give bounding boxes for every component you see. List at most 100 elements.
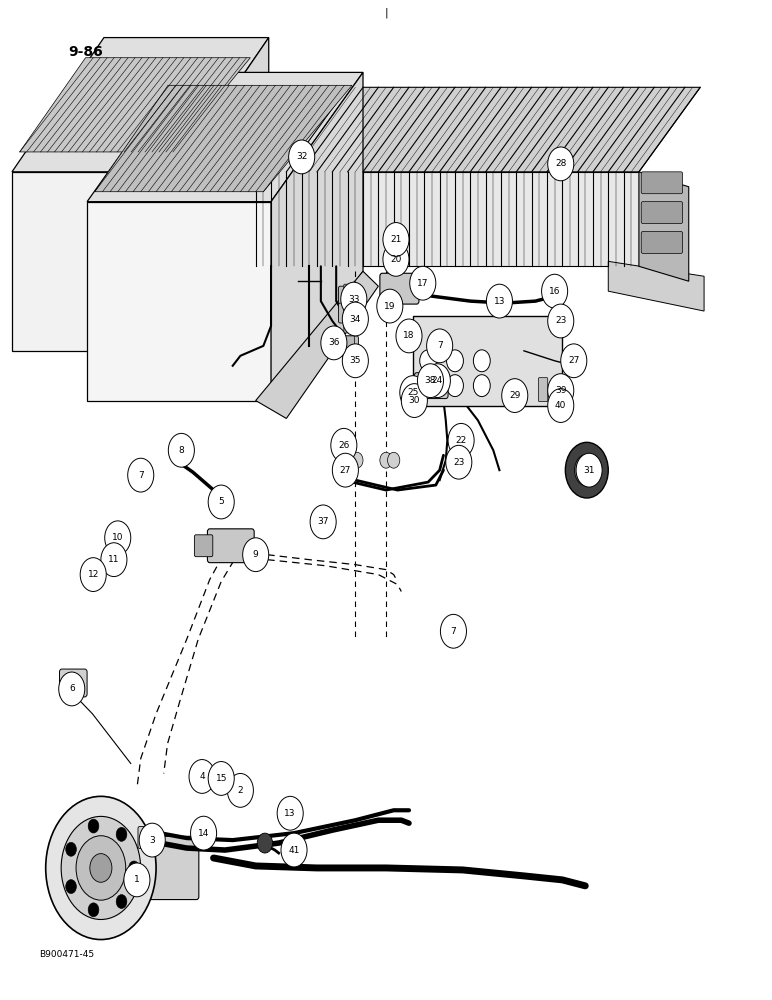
Circle shape bbox=[383, 223, 409, 256]
Circle shape bbox=[440, 614, 466, 648]
Text: 24: 24 bbox=[432, 376, 443, 385]
Circle shape bbox=[76, 836, 126, 900]
Circle shape bbox=[547, 304, 574, 338]
Text: 36: 36 bbox=[328, 338, 340, 347]
Text: 30: 30 bbox=[408, 396, 420, 405]
Text: 15: 15 bbox=[215, 774, 227, 783]
Circle shape bbox=[547, 389, 574, 422]
Polygon shape bbox=[95, 85, 352, 192]
Text: 18: 18 bbox=[403, 331, 415, 340]
Text: 20: 20 bbox=[391, 255, 401, 264]
Circle shape bbox=[208, 485, 234, 519]
FancyBboxPatch shape bbox=[195, 535, 213, 557]
Circle shape bbox=[129, 861, 140, 875]
FancyBboxPatch shape bbox=[208, 529, 254, 563]
Text: |: | bbox=[384, 8, 388, 18]
Text: 9: 9 bbox=[252, 550, 259, 559]
Polygon shape bbox=[19, 58, 250, 152]
Text: 25: 25 bbox=[407, 388, 418, 397]
Circle shape bbox=[331, 428, 357, 462]
Text: 27: 27 bbox=[340, 466, 351, 475]
FancyBboxPatch shape bbox=[642, 202, 682, 224]
Text: 23: 23 bbox=[555, 316, 567, 325]
Circle shape bbox=[257, 833, 273, 853]
FancyBboxPatch shape bbox=[59, 669, 87, 697]
Text: 2: 2 bbox=[238, 786, 243, 795]
Text: 6: 6 bbox=[69, 684, 75, 693]
Polygon shape bbox=[413, 316, 562, 406]
FancyBboxPatch shape bbox=[415, 373, 448, 399]
FancyBboxPatch shape bbox=[344, 319, 354, 333]
Circle shape bbox=[445, 445, 472, 479]
Circle shape bbox=[101, 543, 127, 577]
Circle shape bbox=[418, 364, 443, 398]
Circle shape bbox=[321, 326, 347, 360]
Circle shape bbox=[342, 344, 368, 378]
Circle shape bbox=[66, 842, 76, 856]
Circle shape bbox=[88, 819, 99, 833]
Circle shape bbox=[227, 773, 253, 807]
Text: 8: 8 bbox=[178, 446, 185, 455]
Circle shape bbox=[189, 760, 215, 793]
Circle shape bbox=[242, 538, 269, 572]
Text: 7: 7 bbox=[138, 471, 144, 480]
Circle shape bbox=[66, 880, 76, 894]
Text: 29: 29 bbox=[509, 391, 520, 400]
Circle shape bbox=[401, 384, 428, 417]
Circle shape bbox=[576, 453, 602, 487]
Circle shape bbox=[281, 833, 307, 867]
Circle shape bbox=[342, 302, 368, 336]
Circle shape bbox=[377, 289, 403, 323]
Text: 40: 40 bbox=[555, 401, 567, 410]
Circle shape bbox=[574, 454, 599, 486]
Circle shape bbox=[427, 329, 452, 363]
FancyBboxPatch shape bbox=[148, 836, 199, 900]
Circle shape bbox=[90, 854, 112, 882]
FancyBboxPatch shape bbox=[344, 284, 354, 298]
Circle shape bbox=[88, 903, 99, 917]
Circle shape bbox=[380, 452, 392, 468]
Text: 1: 1 bbox=[134, 875, 140, 884]
FancyBboxPatch shape bbox=[642, 232, 682, 253]
Polygon shape bbox=[87, 202, 271, 401]
Polygon shape bbox=[12, 172, 177, 351]
Text: 13: 13 bbox=[284, 809, 296, 818]
Circle shape bbox=[542, 274, 567, 308]
Polygon shape bbox=[177, 38, 269, 351]
Text: 7: 7 bbox=[451, 627, 456, 636]
Text: 37: 37 bbox=[317, 517, 329, 526]
Circle shape bbox=[61, 816, 141, 919]
Text: 35: 35 bbox=[350, 356, 361, 365]
Circle shape bbox=[139, 823, 165, 857]
Text: 41: 41 bbox=[288, 846, 300, 855]
Circle shape bbox=[473, 350, 490, 372]
Text: 39: 39 bbox=[555, 386, 567, 395]
FancyBboxPatch shape bbox=[338, 336, 358, 356]
Circle shape bbox=[410, 266, 436, 300]
Circle shape bbox=[337, 452, 350, 468]
Text: 33: 33 bbox=[348, 295, 360, 304]
Polygon shape bbox=[271, 72, 363, 401]
Text: B900471-45: B900471-45 bbox=[39, 950, 95, 959]
Circle shape bbox=[289, 140, 315, 174]
Text: 9-86: 9-86 bbox=[68, 45, 103, 59]
FancyBboxPatch shape bbox=[344, 299, 354, 313]
Circle shape bbox=[127, 458, 154, 492]
Circle shape bbox=[547, 374, 574, 408]
Text: 21: 21 bbox=[391, 235, 401, 244]
Text: 4: 4 bbox=[199, 772, 205, 781]
Circle shape bbox=[547, 147, 574, 181]
Text: 28: 28 bbox=[555, 159, 567, 168]
FancyBboxPatch shape bbox=[344, 336, 354, 350]
Text: 12: 12 bbox=[87, 570, 99, 579]
Text: 5: 5 bbox=[218, 497, 224, 506]
Polygon shape bbox=[87, 72, 363, 202]
Circle shape bbox=[473, 375, 490, 397]
Circle shape bbox=[116, 895, 127, 908]
Circle shape bbox=[168, 433, 195, 467]
Polygon shape bbox=[639, 172, 689, 281]
Circle shape bbox=[46, 796, 156, 940]
FancyBboxPatch shape bbox=[539, 378, 547, 402]
Circle shape bbox=[105, 521, 130, 555]
Circle shape bbox=[420, 350, 437, 372]
